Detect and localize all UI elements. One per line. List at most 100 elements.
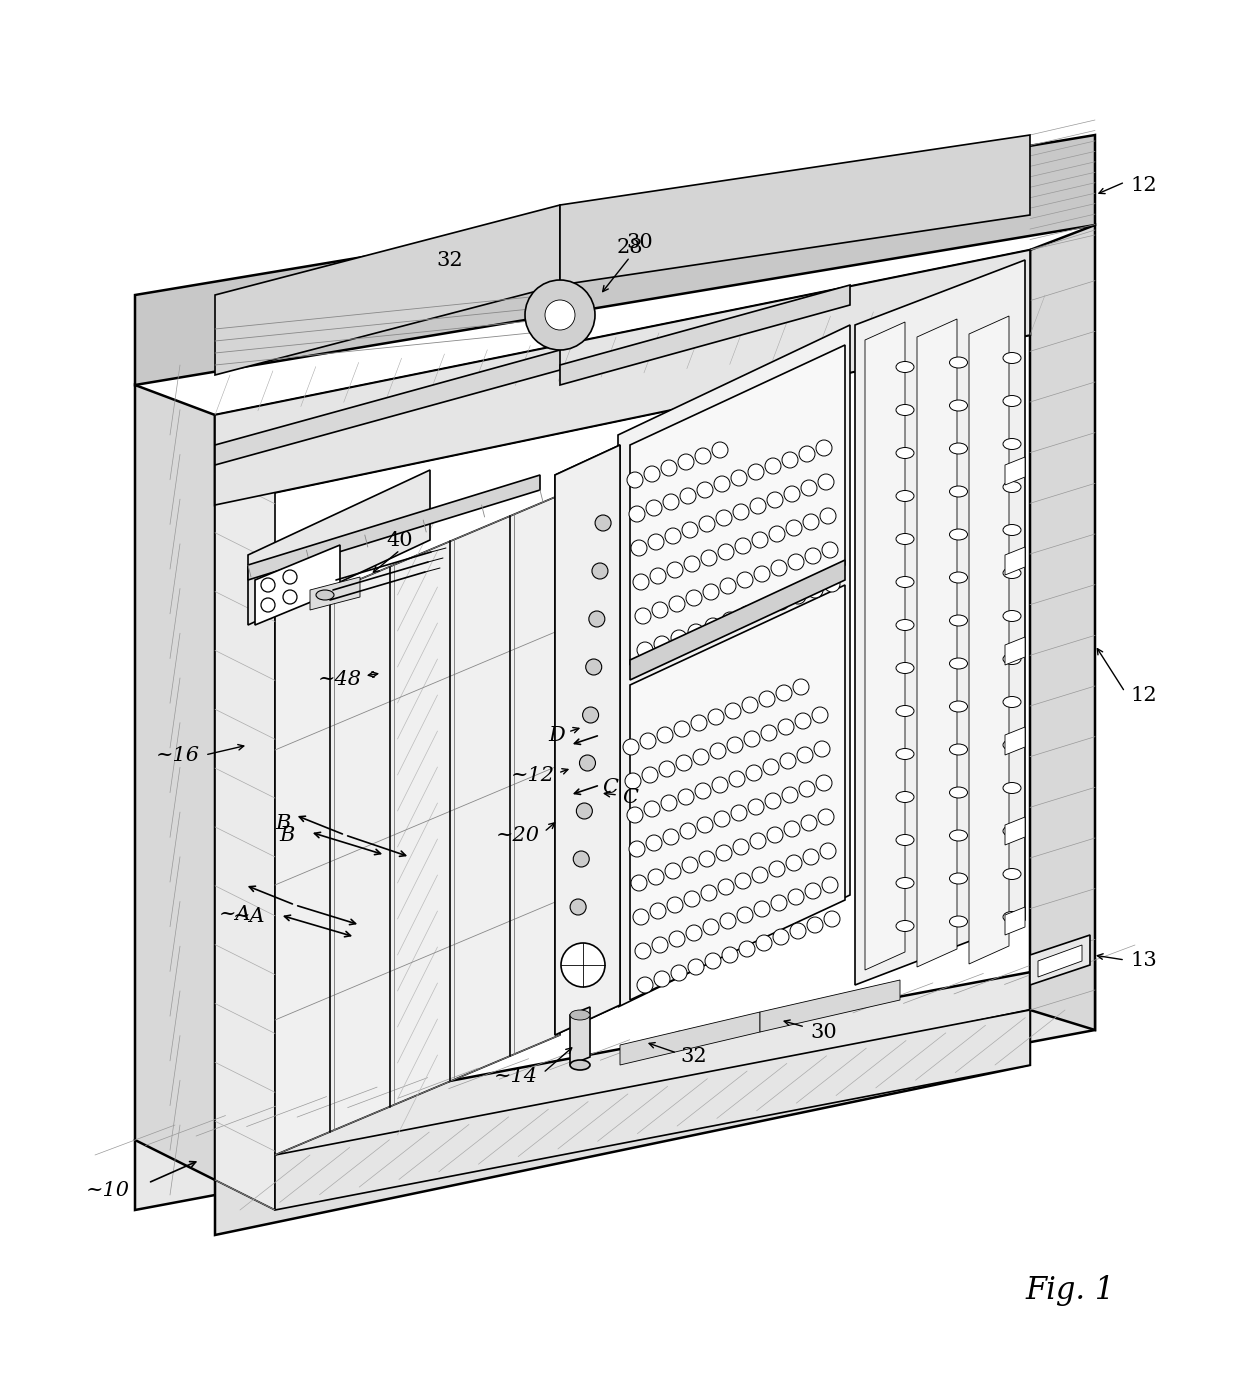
Circle shape — [715, 846, 732, 861]
Circle shape — [744, 732, 760, 747]
Ellipse shape — [950, 485, 967, 496]
Circle shape — [583, 707, 599, 723]
Ellipse shape — [1003, 352, 1021, 363]
Ellipse shape — [1003, 697, 1021, 708]
Circle shape — [733, 839, 749, 855]
Circle shape — [750, 498, 766, 514]
Circle shape — [818, 474, 835, 489]
Circle shape — [632, 909, 649, 925]
Ellipse shape — [897, 748, 914, 759]
Circle shape — [737, 572, 753, 588]
Circle shape — [644, 466, 660, 483]
Polygon shape — [275, 495, 560, 1155]
Circle shape — [567, 947, 583, 962]
Ellipse shape — [950, 916, 967, 927]
Circle shape — [661, 461, 677, 476]
Polygon shape — [215, 1011, 1030, 1235]
Polygon shape — [630, 584, 844, 1000]
Polygon shape — [560, 135, 1030, 285]
Polygon shape — [760, 980, 900, 1033]
Circle shape — [283, 571, 298, 584]
Text: C: C — [601, 777, 618, 796]
Ellipse shape — [897, 404, 914, 415]
Circle shape — [720, 578, 737, 594]
Circle shape — [797, 747, 813, 763]
Circle shape — [637, 978, 653, 993]
Ellipse shape — [1003, 782, 1021, 793]
Polygon shape — [215, 250, 1030, 505]
Ellipse shape — [1003, 568, 1021, 579]
Circle shape — [765, 793, 781, 808]
Circle shape — [637, 642, 653, 659]
Ellipse shape — [1003, 481, 1021, 492]
Circle shape — [688, 624, 704, 639]
Circle shape — [739, 941, 755, 957]
Circle shape — [725, 703, 742, 719]
Circle shape — [627, 807, 644, 824]
Text: D: D — [548, 726, 565, 744]
Circle shape — [699, 851, 715, 868]
Ellipse shape — [950, 443, 967, 454]
Circle shape — [644, 802, 660, 817]
Circle shape — [786, 855, 802, 870]
Circle shape — [665, 864, 681, 879]
Circle shape — [790, 588, 806, 604]
Text: ~A: ~A — [232, 908, 265, 927]
Circle shape — [784, 821, 800, 837]
Circle shape — [773, 930, 789, 945]
Text: 12: 12 — [1130, 686, 1157, 704]
Circle shape — [756, 935, 773, 952]
Circle shape — [671, 965, 687, 980]
Text: 13: 13 — [1130, 950, 1157, 969]
Text: ~10: ~10 — [86, 1181, 130, 1199]
Text: 32: 32 — [436, 250, 464, 270]
Text: ~48: ~48 — [317, 670, 362, 689]
Ellipse shape — [316, 590, 334, 600]
Polygon shape — [215, 205, 560, 375]
Circle shape — [629, 506, 645, 522]
Circle shape — [712, 441, 728, 458]
Circle shape — [715, 510, 732, 527]
Circle shape — [570, 899, 587, 914]
Text: 12: 12 — [1130, 176, 1157, 194]
Circle shape — [697, 817, 713, 833]
Circle shape — [794, 679, 808, 694]
Circle shape — [799, 781, 815, 797]
Ellipse shape — [897, 362, 914, 373]
Circle shape — [801, 480, 817, 496]
Circle shape — [693, 749, 709, 764]
Circle shape — [825, 576, 839, 593]
Circle shape — [260, 578, 275, 593]
Circle shape — [675, 720, 689, 737]
Circle shape — [694, 448, 711, 463]
Polygon shape — [275, 1011, 1030, 1210]
Polygon shape — [866, 322, 905, 969]
Circle shape — [686, 925, 702, 941]
Polygon shape — [630, 560, 844, 681]
Ellipse shape — [950, 615, 967, 626]
Circle shape — [720, 913, 737, 930]
Polygon shape — [556, 446, 620, 1035]
Ellipse shape — [1003, 869, 1021, 880]
Circle shape — [761, 725, 777, 741]
Circle shape — [671, 630, 687, 646]
Circle shape — [627, 472, 644, 488]
Circle shape — [805, 883, 821, 899]
Circle shape — [649, 869, 663, 886]
Text: 40: 40 — [387, 531, 413, 550]
Ellipse shape — [570, 1011, 590, 1020]
Circle shape — [732, 470, 746, 485]
Circle shape — [653, 971, 670, 987]
Ellipse shape — [950, 358, 967, 368]
Circle shape — [735, 873, 751, 890]
Circle shape — [701, 550, 717, 566]
Circle shape — [816, 775, 832, 791]
Ellipse shape — [1003, 610, 1021, 622]
Circle shape — [577, 803, 593, 820]
Circle shape — [751, 868, 768, 883]
Circle shape — [640, 733, 656, 749]
Circle shape — [754, 901, 770, 917]
Circle shape — [632, 573, 649, 590]
Ellipse shape — [1003, 396, 1021, 407]
Circle shape — [579, 755, 595, 771]
